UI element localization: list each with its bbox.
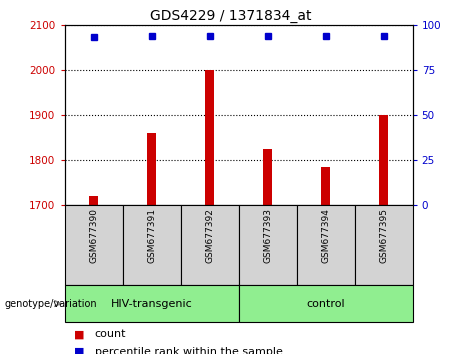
Text: control: control (306, 298, 345, 309)
Bar (296, 205, 355, 285)
Bar (181, 205, 239, 285)
Bar (65, 205, 123, 285)
Text: percentile rank within the sample: percentile rank within the sample (95, 347, 283, 354)
Text: GSM677391: GSM677391 (147, 208, 156, 263)
Bar (123, 205, 181, 285)
Bar (263, 149, 272, 205)
Text: HIV-transgenic: HIV-transgenic (111, 298, 192, 309)
Bar (65, 285, 239, 322)
Bar (89, 196, 98, 205)
Bar (321, 167, 330, 205)
Bar (147, 133, 156, 205)
Bar (239, 285, 413, 322)
Text: ■: ■ (74, 347, 84, 354)
Text: ■: ■ (74, 329, 84, 339)
Text: genotype/variation: genotype/variation (5, 298, 97, 309)
Text: GSM677393: GSM677393 (263, 208, 272, 263)
Bar (379, 115, 388, 205)
Text: count: count (95, 329, 126, 339)
Bar (205, 70, 214, 205)
Text: GSM677390: GSM677390 (89, 208, 98, 263)
Text: GSM677395: GSM677395 (379, 208, 388, 263)
Text: GSM677392: GSM677392 (205, 208, 214, 263)
Text: GDS4229 / 1371834_at: GDS4229 / 1371834_at (150, 9, 311, 23)
Bar (355, 205, 413, 285)
Bar (239, 205, 296, 285)
Text: GSM677394: GSM677394 (321, 208, 330, 263)
